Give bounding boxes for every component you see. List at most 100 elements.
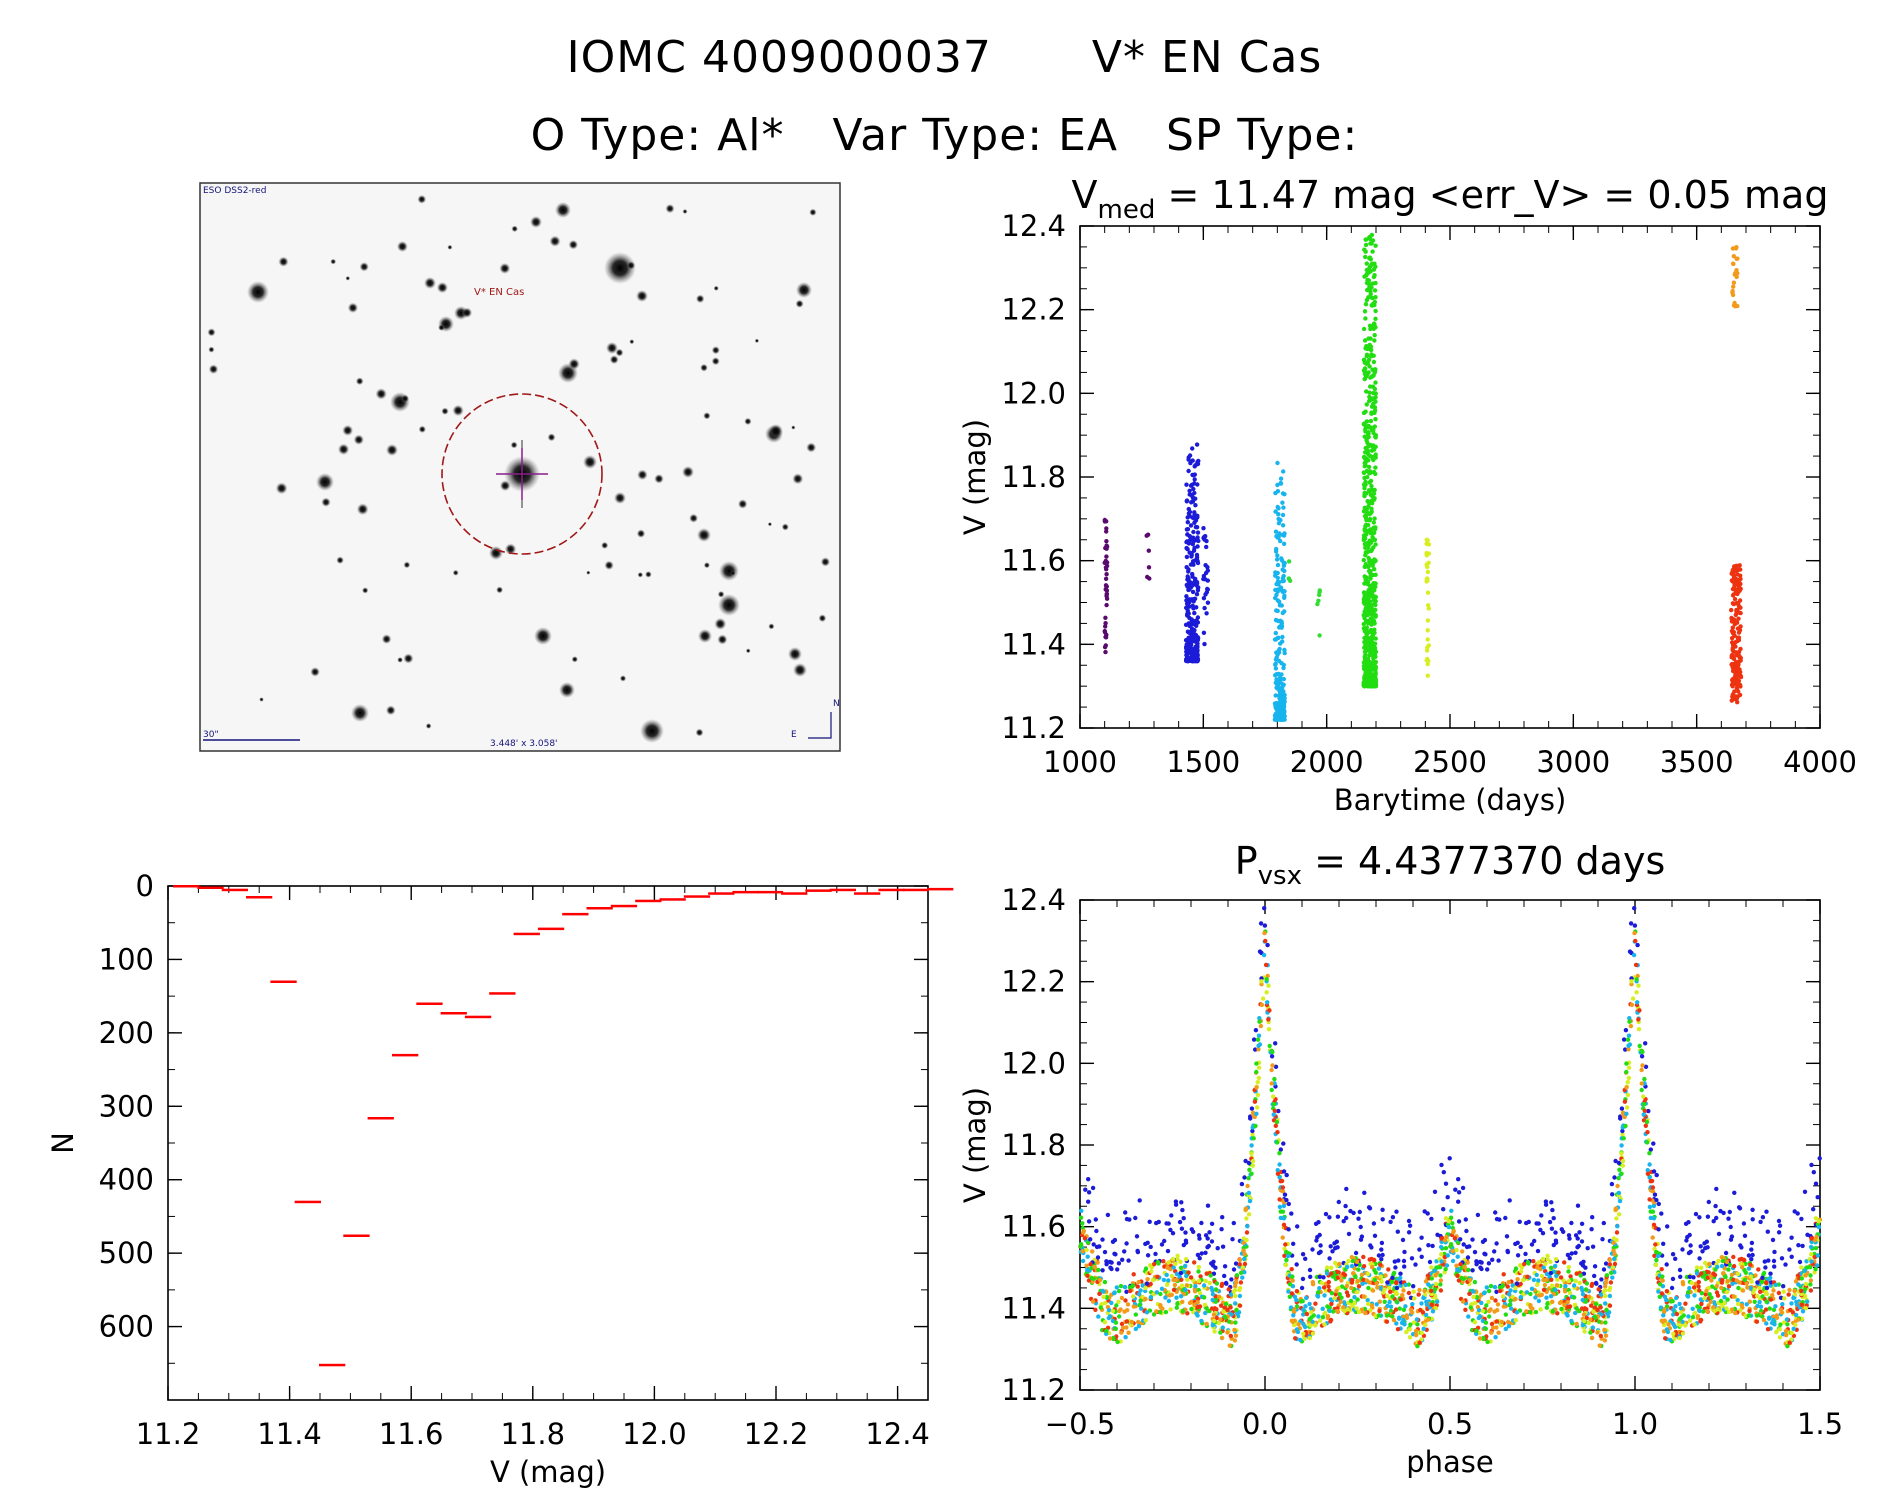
- x-tick-label: 12.4: [865, 1417, 930, 1451]
- phase-point: [1541, 1277, 1546, 1283]
- star: [345, 276, 351, 281]
- phase-point: [1411, 1284, 1416, 1289]
- star: [788, 647, 802, 661]
- lc-point: [1366, 357, 1372, 363]
- phase-point: [1650, 1209, 1656, 1214]
- histogram-bar: [464, 1015, 492, 1019]
- phase-point: [1438, 1288, 1444, 1293]
- lc-point: [1373, 581, 1378, 586]
- lc-point: [1729, 619, 1735, 624]
- phase-point: [1808, 1244, 1814, 1250]
- phase-point: [1372, 1277, 1378, 1283]
- phase-point: [1670, 1299, 1675, 1304]
- phase-point: [1257, 949, 1263, 954]
- lc-point: [1371, 545, 1376, 550]
- phase-point: [1651, 1141, 1656, 1146]
- lc-point: [1362, 609, 1367, 614]
- phase-point: [1327, 1215, 1332, 1220]
- type-line: O Type: Al* Var Type: EA SP Type:: [0, 110, 1889, 161]
- phase-point: [1135, 1248, 1140, 1254]
- x-tick-label: 11.4: [257, 1417, 322, 1451]
- phase-point: [1781, 1320, 1787, 1325]
- phase-point: [1199, 1318, 1204, 1324]
- star: [510, 441, 518, 449]
- phase-point: [1438, 1244, 1444, 1250]
- phase-point: [1639, 1067, 1644, 1073]
- lc-point: [1368, 326, 1373, 332]
- phase-point: [1308, 1310, 1314, 1315]
- phase-point: [1124, 1216, 1130, 1222]
- lc-point: [1188, 642, 1194, 647]
- x-tick-label: 12.0: [622, 1417, 687, 1451]
- phase-point: [1106, 1315, 1112, 1321]
- lc-point: [1103, 624, 1108, 629]
- phase-point: [1799, 1216, 1804, 1222]
- phase-point: [1778, 1295, 1784, 1301]
- phase-point: [1749, 1247, 1754, 1252]
- lc-point: [1363, 316, 1368, 321]
- phase-point: [1196, 1233, 1202, 1238]
- phase-point: [1242, 1256, 1247, 1262]
- phase-point: [1746, 1313, 1752, 1318]
- lc-point: [1187, 488, 1192, 493]
- phase-point: [1185, 1277, 1190, 1282]
- lc-point: [1184, 545, 1189, 551]
- phase-point: [1356, 1216, 1361, 1221]
- lc-point: [1205, 578, 1211, 583]
- star: [336, 556, 344, 564]
- phase-point: [1666, 1322, 1671, 1327]
- phase-point: [1272, 1076, 1277, 1082]
- lc-point: [1372, 273, 1377, 278]
- star: [401, 394, 410, 403]
- star: [718, 594, 740, 616]
- lc-point: [1190, 589, 1196, 595]
- phase-point: [1406, 1290, 1412, 1296]
- phase-point: [1592, 1264, 1598, 1269]
- phase-point: [1402, 1264, 1407, 1269]
- phase-point: [1660, 1274, 1665, 1279]
- histogram-bar: [586, 907, 613, 910]
- phase-point: [1220, 1281, 1225, 1287]
- star: [695, 728, 704, 737]
- phase-point: [1513, 1241, 1518, 1247]
- phase-point: [1697, 1215, 1702, 1220]
- phase-point: [1316, 1250, 1322, 1256]
- phase-point: [1771, 1288, 1776, 1293]
- histogram-bar: [270, 980, 297, 983]
- phase-point: [1320, 1306, 1325, 1312]
- histogram-bar: [683, 895, 711, 898]
- phase-point: [1637, 1043, 1642, 1049]
- lc-point: [1363, 596, 1368, 601]
- phase-point: [1282, 1253, 1287, 1259]
- x-tick-label: 1.5: [1797, 1407, 1843, 1441]
- phase-point: [1569, 1318, 1574, 1324]
- lc-point: [1369, 664, 1375, 669]
- phase-point: [1758, 1304, 1764, 1309]
- phase-point: [1499, 1319, 1505, 1325]
- phase-point: [1114, 1303, 1119, 1308]
- phase-point: [1586, 1320, 1592, 1326]
- phase-point: [1711, 1305, 1716, 1310]
- phase-point: [1357, 1209, 1363, 1215]
- phase-point: [1630, 996, 1636, 1001]
- phase-point: [1355, 1289, 1360, 1295]
- phase-point: [1473, 1300, 1478, 1306]
- star: [781, 523, 789, 531]
- phase-point: [1154, 1290, 1160, 1295]
- phase-point: [1799, 1265, 1804, 1270]
- phase-point: [1439, 1259, 1444, 1264]
- lc-point: [1186, 598, 1191, 603]
- phase-point: [1528, 1310, 1533, 1315]
- phase-point: [1536, 1221, 1541, 1226]
- lc-point: [1103, 643, 1109, 648]
- lc-point: [1184, 527, 1190, 532]
- star: [310, 667, 320, 677]
- lc-point: [1275, 489, 1281, 494]
- sp-type: SP Type:: [1165, 110, 1359, 161]
- phase-point: [1580, 1323, 1586, 1328]
- phase-point: [1603, 1301, 1608, 1306]
- lc-point: [1738, 581, 1743, 587]
- phase-point: [1572, 1295, 1577, 1300]
- phase-point: [1203, 1278, 1208, 1284]
